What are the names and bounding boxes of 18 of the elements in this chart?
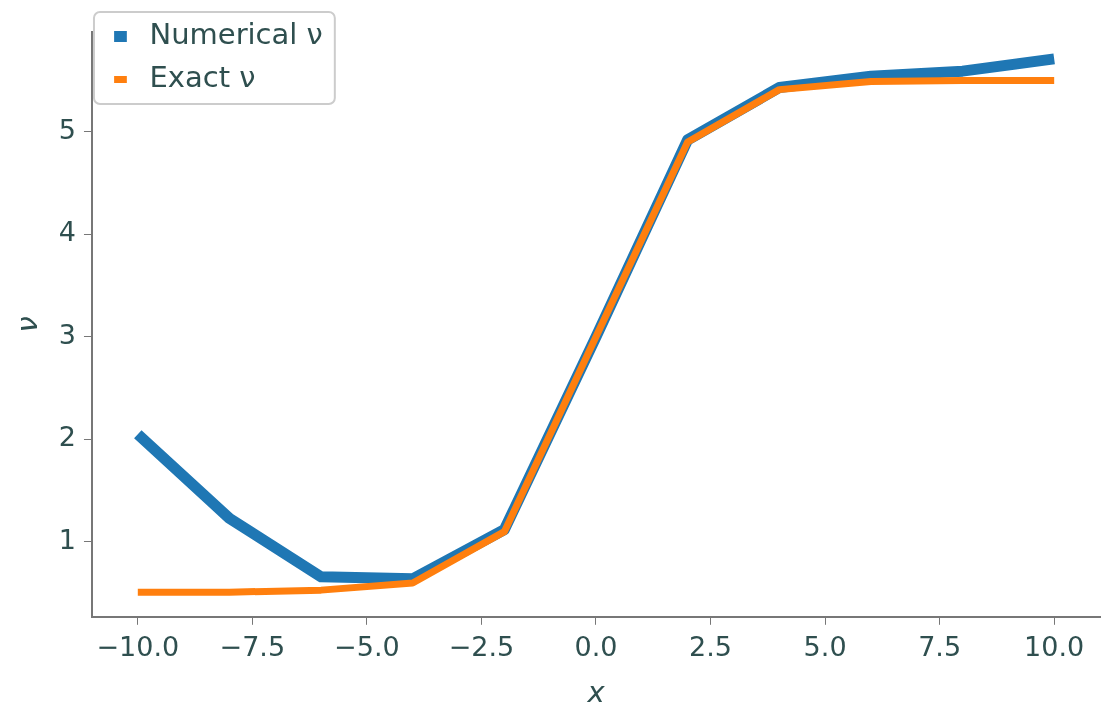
x-tick-label: 2.5 — [689, 631, 733, 663]
x-axis-title: x — [586, 675, 606, 710]
legend-label: Numerical ν — [149, 17, 323, 52]
x-tick-label: 7.5 — [918, 631, 962, 663]
y-tick-label: 2 — [58, 421, 76, 453]
x-tick-label: 0.0 — [574, 631, 618, 663]
y-tick-label: 5 — [58, 113, 76, 145]
x-tick-label: 10.0 — [1024, 631, 1085, 663]
x-tick-label: 5.0 — [803, 631, 847, 663]
y-tick-label: 3 — [58, 318, 76, 350]
y-tick-label: 4 — [58, 216, 76, 248]
y-axis-title: ν — [9, 316, 44, 333]
x-tick-label: −10.0 — [96, 631, 180, 663]
y-tick-label: 1 — [58, 523, 76, 555]
x-tick-label: −5.0 — [334, 631, 400, 663]
x-tick-label: −2.5 — [448, 631, 515, 663]
x-tick-label: −7.5 — [219, 631, 286, 663]
legend-label: Exact ν — [149, 60, 256, 95]
